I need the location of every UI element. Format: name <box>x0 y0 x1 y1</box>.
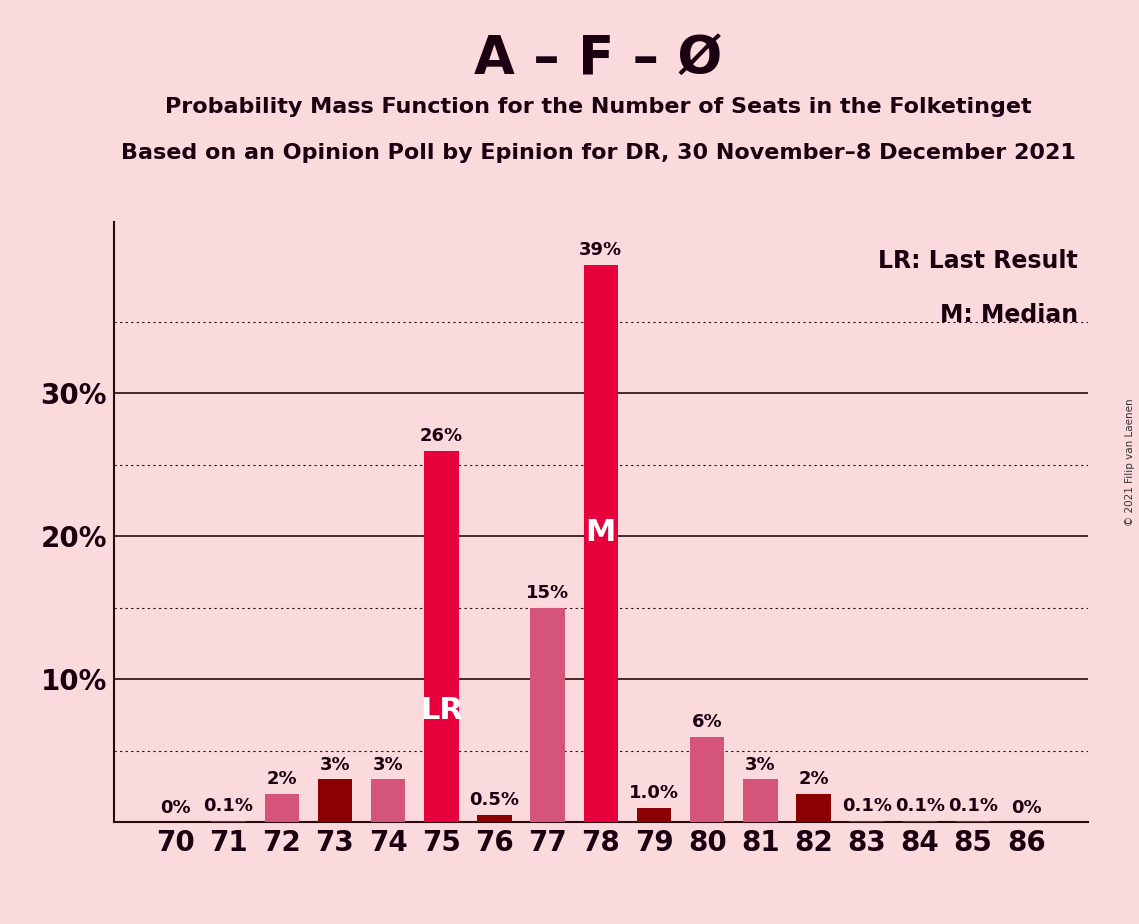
Bar <box>743 780 778 822</box>
Text: M: M <box>585 517 616 547</box>
Bar <box>212 821 246 822</box>
Text: 2%: 2% <box>798 770 829 788</box>
Text: 3%: 3% <box>745 756 776 773</box>
Text: 26%: 26% <box>420 427 462 444</box>
Bar <box>956 821 990 822</box>
Bar <box>264 794 300 822</box>
Bar <box>796 794 830 822</box>
Bar <box>850 821 884 822</box>
Text: 0.1%: 0.1% <box>948 797 998 815</box>
Text: A – F – Ø: A – F – Ø <box>474 32 722 84</box>
Text: 1.0%: 1.0% <box>629 784 679 802</box>
Text: 3%: 3% <box>320 756 351 773</box>
Text: LR: LR <box>420 697 462 725</box>
Bar <box>637 808 671 822</box>
Text: 0%: 0% <box>1011 798 1041 817</box>
Bar <box>531 608 565 822</box>
Bar <box>902 821 937 822</box>
Text: 0%: 0% <box>161 798 190 817</box>
Text: 3%: 3% <box>372 756 403 773</box>
Text: Based on an Opinion Poll by Epinion for DR, 30 November–8 December 2021: Based on an Opinion Poll by Epinion for … <box>121 143 1075 164</box>
Text: 15%: 15% <box>526 584 570 602</box>
Text: 0.5%: 0.5% <box>469 792 519 809</box>
Bar <box>318 780 352 822</box>
Bar <box>690 736 724 822</box>
Text: 0.1%: 0.1% <box>204 797 254 815</box>
Text: 6%: 6% <box>691 712 722 731</box>
Bar <box>424 451 459 822</box>
Text: 2%: 2% <box>267 770 297 788</box>
Text: LR: Last Result: LR: Last Result <box>878 249 1077 273</box>
Text: 0.1%: 0.1% <box>895 797 945 815</box>
Text: 0.1%: 0.1% <box>842 797 892 815</box>
Text: © 2021 Filip van Laenen: © 2021 Filip van Laenen <box>1125 398 1134 526</box>
Bar <box>583 264 618 822</box>
Bar <box>477 815 511 822</box>
Text: 39%: 39% <box>580 241 622 259</box>
Bar <box>371 780 405 822</box>
Text: Probability Mass Function for the Number of Seats in the Folketinget: Probability Mass Function for the Number… <box>165 97 1031 117</box>
Text: M: Median: M: Median <box>940 303 1077 327</box>
